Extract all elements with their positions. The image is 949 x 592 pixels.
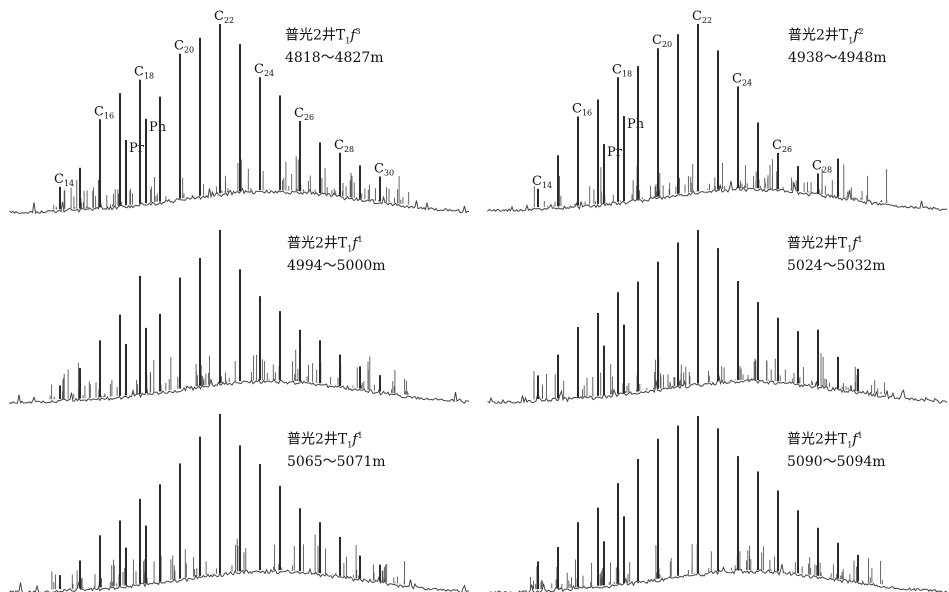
peak-label-C26: C26 [772, 138, 792, 154]
peak-label-C24: C24 [732, 71, 752, 87]
peak-label-C16: C16 [94, 104, 114, 120]
peak-label-Ph: Ph [627, 117, 645, 132]
baseline-trace [487, 181, 948, 213]
depth-range-3: 4994～5000m [287, 258, 386, 275]
peak-label-Ph: Ph [149, 120, 167, 135]
depth-range-4: 5024～5032m [787, 258, 886, 275]
chromatogram-panel-3: 普光2井T1f1 4994～5000m [0, 200, 474, 404]
depth-range-2: 4938～4948m [788, 50, 887, 67]
chromatogram-panel-4: 普光2井T1f1 5024～5032m [478, 200, 949, 404]
well-name-6: 普光2井T [787, 431, 848, 448]
peak-label-C22: C22 [692, 9, 712, 25]
chromatogram-svg-1: C14 C16 Pr C18 Ph C20 C22 C24 C26 C28 C30 [9, 9, 469, 215]
well-name-2: 普光2井T [788, 27, 849, 44]
peak-label-C26: C26 [294, 106, 314, 122]
peak-label-C28: C28 [334, 138, 354, 154]
chromatogram-panel-1: C14 C16 Pr C18 Ph C20 C22 C24 C26 C28 C30 普光2井T1f3… [0, 0, 474, 215]
chromatogram-panel-6: 普光2井T1f1 5090～5094m [478, 396, 949, 592]
chromatogram-panel-2: C14 C16 Pr C18 Ph C20 C22 C24 C26 C28 普光2井T1f2 49… [478, 0, 949, 213]
peak-label-C24: C24 [254, 62, 274, 78]
well-name-4: 普光2井T [787, 235, 848, 252]
chromatogram-svg-2: C14 C16 Pr C18 Ph C20 C22 C24 C26 C28 [487, 9, 948, 213]
peak-label-C14: C14 [54, 172, 74, 188]
peak-label-C22: C22 [214, 9, 234, 25]
chromatogram-svg-5 [9, 414, 469, 592]
panel-title-1: 普光2井T1f3 4818～4827m [285, 27, 384, 67]
depth-range-6: 5090～5094m [787, 454, 886, 471]
peak-label-C20: C20 [652, 33, 672, 49]
peak-label-Pr: Pr [607, 145, 623, 160]
peak-label-C18: C18 [612, 62, 632, 78]
chromatogram-svg-4 [487, 230, 948, 404]
panel-title-2: 普光2井T1f2 4938～4948m [788, 27, 887, 67]
baseline-trace [9, 187, 469, 215]
panel-title-6: 普光2井T1f1 5090～5094m [787, 431, 886, 471]
depth-range-1: 4818～4827m [285, 50, 384, 67]
peak-label-Pr: Pr [129, 141, 145, 156]
chromatogram-svg-6 [487, 416, 948, 592]
panel-title-3: 普光2井T1f1 4994～5000m [287, 235, 386, 275]
panel-title-5: 普光2井T1f1 5065～5071m [287, 431, 386, 471]
peak-label-C28: C28 [812, 158, 832, 174]
depth-range-5: 5065～5071m [287, 454, 386, 471]
panel-title-4: 普光2井T1f1 5024～5032m [787, 235, 886, 275]
peak-label-C20: C20 [174, 39, 194, 55]
peak-label-C16: C16 [572, 102, 592, 118]
peak-label-C30: C30 [374, 162, 394, 178]
baseline-trace [9, 377, 470, 404]
baseline-trace [9, 567, 469, 592]
baseline-trace [487, 374, 948, 404]
chromatogram-svg-3 [9, 230, 470, 404]
peak-label-C18: C18 [134, 65, 154, 81]
well-name-5: 普光2井T [287, 431, 348, 448]
peak-label-C14: C14 [532, 174, 552, 190]
well-name-3: 普光2井T [287, 235, 348, 252]
chromatogram-panel-5: 普光2井T1f1 5065～5071m [0, 396, 474, 592]
well-name-1: 普光2井T [285, 27, 346, 44]
